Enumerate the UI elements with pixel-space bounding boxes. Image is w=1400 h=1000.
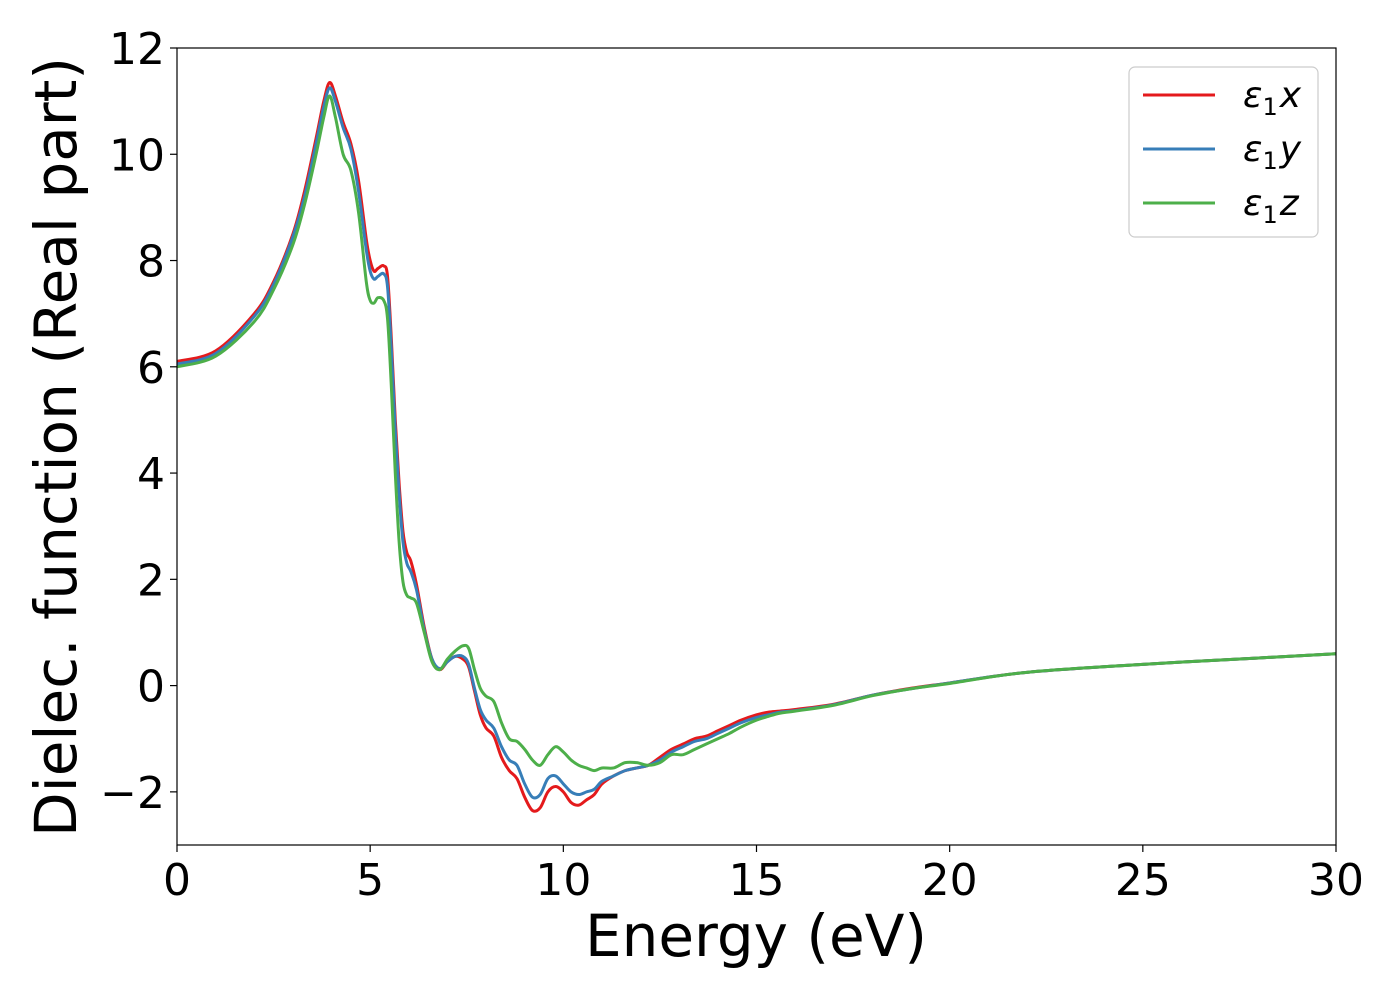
- y-tick-label: 4: [137, 449, 165, 500]
- series-line-z: [177, 94, 1336, 773]
- x-tick-label: 0: [163, 855, 191, 906]
- series-line-y: [177, 86, 1336, 800]
- legend-label-y: ε1y: [1243, 129, 1302, 175]
- y-tick-label: 6: [137, 343, 165, 394]
- y-tick-label: −2: [100, 768, 165, 819]
- x-tick-label: 20: [922, 855, 978, 906]
- x-axis: 0 5 10 15 20 25 30: [163, 845, 1364, 906]
- series-layer: [177, 81, 1336, 813]
- x-axis-label: Energy (eV): [585, 902, 927, 970]
- y-tick-label: 12: [109, 24, 165, 75]
- legend-label-z: ε1z: [1243, 183, 1300, 229]
- y-tick-label: 0: [137, 662, 165, 713]
- x-tick-label: 25: [1115, 855, 1171, 906]
- x-tick-label: 15: [729, 855, 785, 906]
- y-axis-label: Dielec. function (Real part): [22, 57, 90, 837]
- x-tick-label: 5: [356, 855, 384, 906]
- x-tick-label: 10: [535, 855, 591, 906]
- legend-box: [1128, 66, 1319, 238]
- x-tick-label: 30: [1308, 855, 1364, 906]
- legend: ε1x ε1y ε1z: [1128, 66, 1319, 238]
- y-tick-label: 10: [109, 130, 165, 181]
- legend-label-x: ε1x: [1243, 75, 1302, 121]
- y-axis: −2 0 2 4 6 8 10 12: [100, 24, 177, 819]
- y-tick-label: 8: [137, 237, 165, 288]
- y-tick-label: 2: [137, 555, 165, 606]
